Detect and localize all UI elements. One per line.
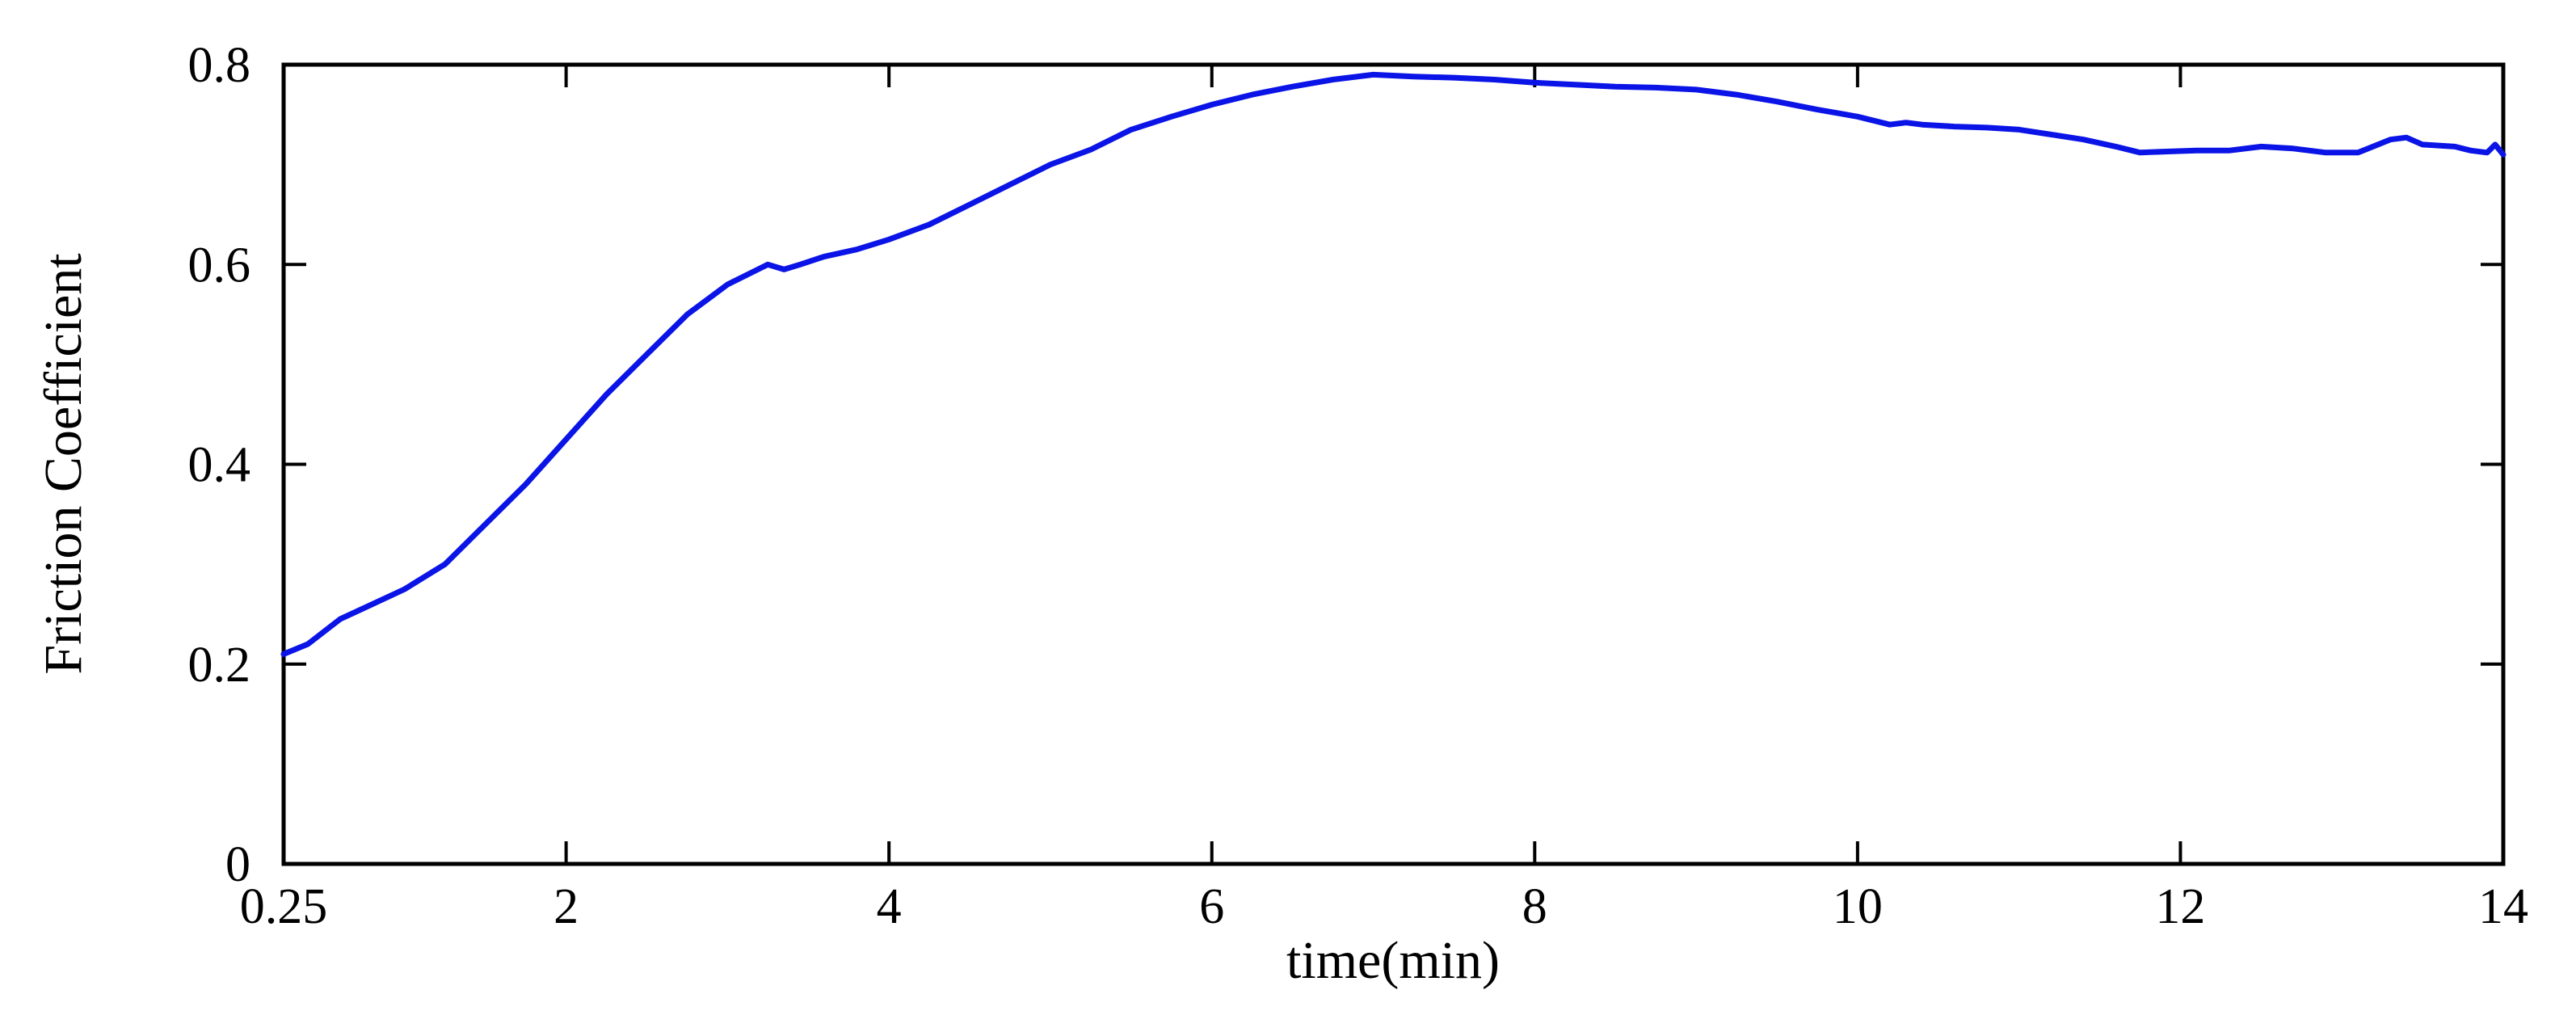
y-tick-label: 0.8 [188,38,251,93]
y-axis-ticks: 0 0.2 0.4 0.6 0.8 [188,38,2503,892]
y-axis-title: Friction Coefficient [34,253,93,674]
y-tick-label: 0.2 [188,638,251,693]
x-tick-label: 4 [877,879,902,934]
x-axis-ticks: 0.25 2 4 6 8 10 12 14 [240,65,2528,934]
y-tick-label: 0.4 [188,438,251,493]
x-axis-title: time(min) [1286,931,1500,990]
x-tick-label: 6 [1199,879,1224,934]
friction-series-line [280,71,2507,657]
y-tick-label: 0.6 [188,238,251,293]
x-tick-label: 14 [2478,879,2528,934]
plot-area-frame [281,62,2506,866]
x-tick-label: 12 [2155,879,2205,934]
y-tick-label: 0 [225,837,250,892]
x-tick-label: 0.25 [240,879,328,934]
x-tick-label: 8 [1522,879,1547,934]
x-tick-label: 2 [554,879,579,934]
x-tick-label: 10 [1833,879,1883,934]
